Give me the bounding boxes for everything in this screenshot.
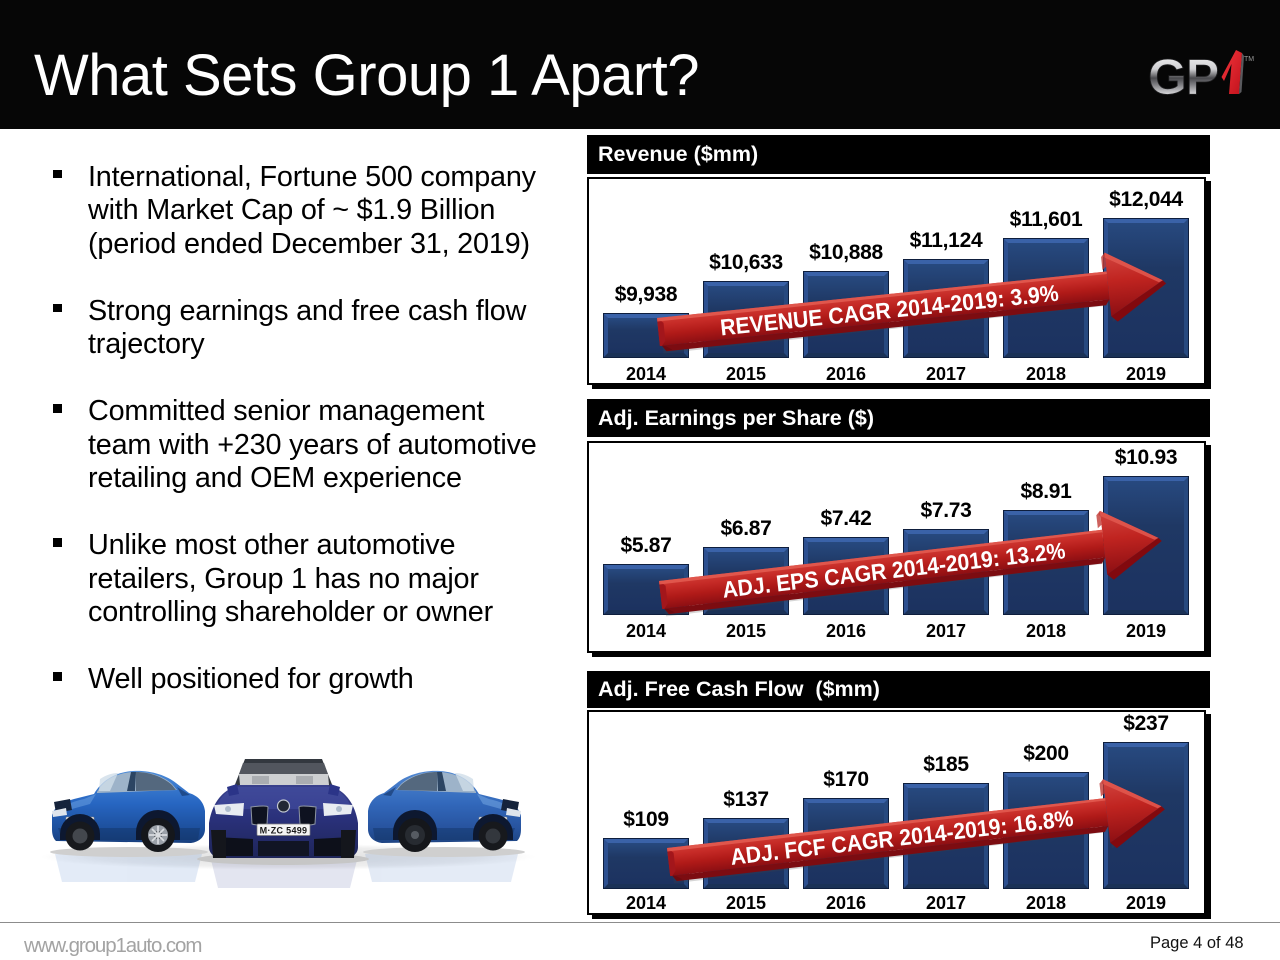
svg-text:REVENUE CAGR 2014-2019: 3.9%: REVENUE CAGR 2014-2019: 3.9%: [719, 280, 1060, 341]
svg-text:TM: TM: [1244, 56, 1254, 63]
svg-text:GP: GP: [1148, 49, 1218, 105]
svg-text:M·ZC 5499: M·ZC 5499: [260, 826, 308, 836]
